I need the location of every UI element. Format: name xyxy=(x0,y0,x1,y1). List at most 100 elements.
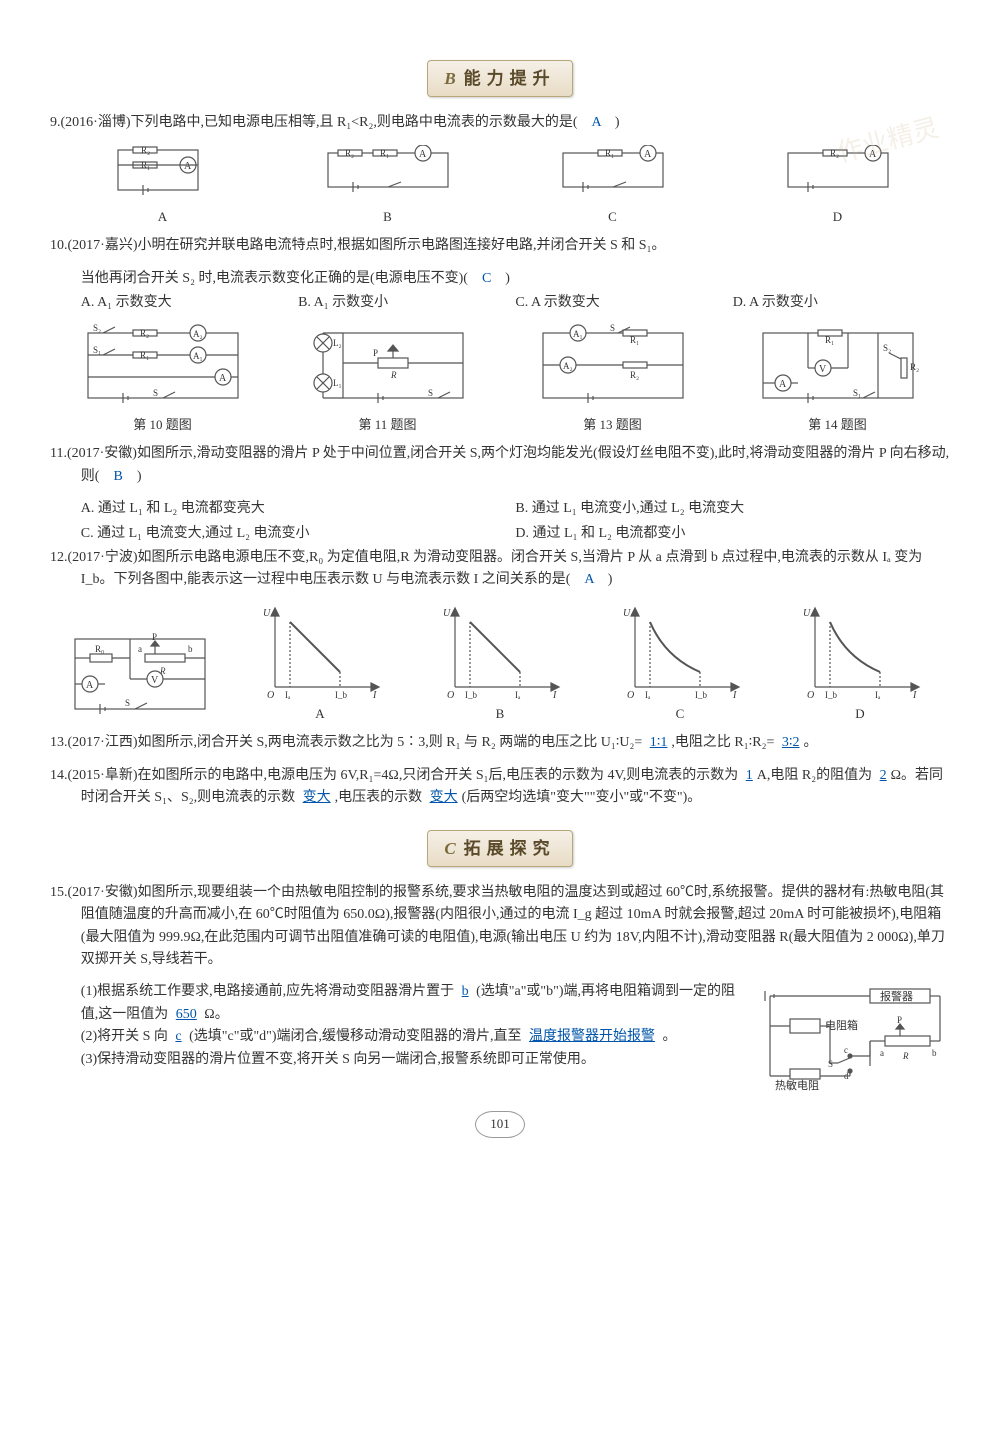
q10-opt-c: C. A 示数变大 xyxy=(515,292,732,314)
q10: 10.(2017·嘉兴)小明在研究并联电路电流特点时,根据如图所示电路图连接好电… xyxy=(50,235,950,257)
q12-graph-b: U I O I_b Iₐ B xyxy=(410,602,590,725)
svg-text:R₂: R₂ xyxy=(345,148,354,158)
svg-text:L₂: L₂ xyxy=(333,338,342,348)
q11-opt-d: D. 通过 L₁ 和 L₂ 电流都变小 xyxy=(515,523,950,545)
svg-text:I: I xyxy=(372,690,377,701)
svg-text:c: c xyxy=(844,1045,848,1055)
q14-ans-d: 变大 xyxy=(426,790,462,805)
svg-text:Iₐ: Iₐ xyxy=(645,690,651,700)
q10-num: 10. xyxy=(50,238,68,253)
q11-opts-row2: C. 通过 L₁ 电流变大,通过 L₂ 电流变小 D. 通过 L₁ 和 L₂ 电… xyxy=(50,523,950,545)
q13-ans-b: 3∶2 xyxy=(778,735,804,750)
svg-text:L₁: L₁ xyxy=(333,378,342,388)
q15-p1-c: Ω。 xyxy=(204,1007,228,1022)
page-number: 101 xyxy=(50,1111,950,1138)
q15-figure-svg: 报警器 电阻箱 P R a b c d S 热敏电阻 xyxy=(760,981,950,1091)
q11-source: (2017·安徽) xyxy=(67,446,137,461)
q12: 12.(2017·宁波)如图所示电路电源电压不变,R₀ 为定值电阻,R 为滑动变… xyxy=(50,547,950,592)
svg-text:b: b xyxy=(188,644,193,654)
svg-text:P: P xyxy=(373,348,378,358)
q12-graph-c-svg: U I O Iₐ I_b xyxy=(615,602,745,702)
q12-graph-a-svg: U I O Iₐ I_b xyxy=(255,602,385,702)
q12-graph-d: U I O I_b Iₐ D xyxy=(770,602,950,725)
svg-text:S₂: S₂ xyxy=(883,343,891,353)
svg-text:Iₐ: Iₐ xyxy=(285,690,291,700)
q10-opt-b: B. A₁ 示数变小 xyxy=(298,292,515,314)
q14-text-e: (后两空均选填"变大""变小"或"不变")。 xyxy=(462,790,702,805)
q9-answer: A xyxy=(592,115,601,130)
q9-text: 下列电路中,已知电源电压相等,且 R₁<R₂,则电路中电流表的示数最大的是( xyxy=(131,115,578,130)
q14: 14.(2015·阜新)在如图所示的电路中,电源电压为 6V,R₁=4Ω,只闭合… xyxy=(50,765,950,810)
q10-answer: C xyxy=(482,271,491,286)
svg-text:O: O xyxy=(447,690,454,701)
q12-label-c: C xyxy=(590,704,770,725)
q15-p2-c: 。 xyxy=(663,1029,677,1044)
q15: 15.(2017·安徽)如图所示,现要组装一个由热敏电阻控制的报警系统,要求当热… xyxy=(50,882,950,972)
svg-text:a: a xyxy=(880,1048,884,1058)
fig11-svg: L₂ L₁ P R S xyxy=(298,323,478,413)
q9-label-b: B xyxy=(275,207,500,228)
svg-text:R₂: R₂ xyxy=(140,328,149,338)
svg-text:R₁: R₁ xyxy=(380,148,389,158)
q12-label-b: B xyxy=(410,704,590,725)
svg-text:Iₐ: Iₐ xyxy=(515,690,521,700)
q12-circuit-svg: R₀ a b R P A V S xyxy=(60,624,220,724)
q12-label-a: A xyxy=(230,704,410,725)
q12-text: 如图所示电路电源电压不变,R₀ 为定值电阻,R 为滑动变阻器。闭合开关 S,当滑… xyxy=(81,550,923,587)
q12-label-d: D xyxy=(770,704,950,725)
svg-text:R₂: R₂ xyxy=(141,145,150,155)
page-number-badge: 101 xyxy=(475,1111,525,1138)
q12-answer: A xyxy=(584,572,593,587)
svg-text:U: U xyxy=(443,608,451,619)
q11-answer: B xyxy=(113,469,122,484)
q14-ans-b: 2 xyxy=(876,768,891,783)
q10-opt-d: D. A 示数变小 xyxy=(733,292,950,314)
q9: 9.(2016·淄博)下列电路中,已知电源电压相等,且 R₁<R₂,则电路中电流… xyxy=(50,112,950,134)
q9-close: ) xyxy=(615,115,620,130)
fig11-label: 第 11 题图 xyxy=(275,415,500,436)
svg-text:O: O xyxy=(627,690,634,701)
q14-text-d: ,电压表的示数 xyxy=(335,790,423,805)
svg-text:A₁: A₁ xyxy=(573,329,583,339)
svg-text:A: A xyxy=(419,149,427,160)
q12-graph-a: U I O Iₐ I_b A xyxy=(230,602,410,725)
q14-num: 14. xyxy=(50,768,68,783)
svg-text:A₂: A₂ xyxy=(563,361,573,371)
q11-opt-c: C. 通过 L₁ 电流变大,通过 L₂ 电流变小 xyxy=(81,523,516,545)
q15-p3-text: (3)保持滑动变阻器的滑片位置不变,将开关 S 向另一端闭合,报警系统即可正常使… xyxy=(81,1052,595,1067)
svg-text:U: U xyxy=(263,608,271,619)
q15-num: 15. xyxy=(50,885,68,900)
svg-text:热敏电阻: 热敏电阻 xyxy=(775,1078,819,1091)
section-b-badge: B能力提升 xyxy=(427,60,572,97)
q10-figures: S₂ R₂ A₂ S₁ R₁ A₁ A S 第 10 题图 L₂ xyxy=(50,323,950,436)
q15-source: (2017·安徽) xyxy=(68,885,138,900)
svg-text:I_b: I_b xyxy=(335,690,347,700)
section-b-letter: B xyxy=(444,69,457,88)
svg-text:Iₐ: Iₐ xyxy=(875,690,881,700)
svg-text:a: a xyxy=(138,644,142,654)
q9-circuit-c: R₁ A C xyxy=(500,145,725,228)
q12-graph-b-svg: U I O I_b Iₐ xyxy=(435,602,565,702)
svg-text:V: V xyxy=(819,364,827,375)
fig13-svg: A₁ A₂ R₁ S R₂ xyxy=(528,323,698,413)
q9-circuit-c-svg: R₁ A xyxy=(543,145,683,205)
svg-text:V: V xyxy=(151,675,159,686)
q11-text: 如图所示,滑动变阻器的滑片 P 处于中间位置,闭合开关 S,两个灯泡均能发光(假… xyxy=(81,446,949,483)
q14-ans-c: 变大 xyxy=(299,790,335,805)
q13: 13.(2017·江西)如图所示,闭合开关 S,两电流表示数之比为 5∶3,则 … xyxy=(50,732,950,754)
svg-text:I_b: I_b xyxy=(695,690,707,700)
q13-text-b: ,电阻之比 R₁∶R₂= xyxy=(671,735,774,750)
q12-graph-c: U I O Iₐ I_b C xyxy=(590,602,770,725)
fig11: L₂ L₁ P R S 第 11 题图 xyxy=(275,323,500,436)
svg-text:R₂: R₂ xyxy=(630,370,639,380)
svg-text:U: U xyxy=(623,608,631,619)
svg-text:R: R xyxy=(902,1051,909,1061)
svg-text:A: A xyxy=(86,680,94,691)
svg-text:S₁: S₁ xyxy=(93,345,101,355)
section-c-letter: C xyxy=(444,839,457,858)
svg-text:S: S xyxy=(428,388,433,398)
svg-text:报警器: 报警器 xyxy=(880,989,913,1003)
fig13-label: 第 13 题图 xyxy=(500,415,725,436)
svg-text:I: I xyxy=(912,690,917,701)
q9-label-c: C xyxy=(500,207,725,228)
